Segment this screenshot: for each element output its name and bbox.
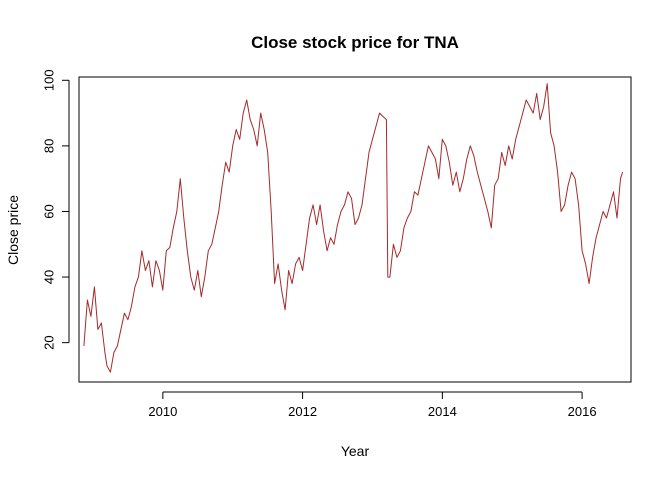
x-axis: 2010 2012 2014 2016	[148, 391, 597, 419]
y-tick-label: 100	[41, 69, 56, 91]
x-axis-label: Year	[341, 443, 370, 459]
x-tick-label: 2014	[428, 404, 457, 419]
chart-title: Close stock price for TNA	[251, 33, 459, 52]
y-tick-label: 60	[41, 204, 56, 218]
y-tick-label: 20	[41, 335, 56, 349]
series-group	[83, 83, 624, 373]
x-tick-label: 2016	[568, 404, 597, 419]
y-tick-label: 80	[41, 139, 56, 153]
plot-frame	[78, 76, 632, 383]
y-axis: 20 40 60 80 100	[41, 69, 70, 350]
x-tick-label: 2012	[288, 404, 317, 419]
y-axis-label: Close price	[5, 195, 21, 265]
x-tick-label: 2010	[148, 404, 177, 419]
y-tick-label: 40	[41, 270, 56, 284]
price-line	[83, 83, 624, 373]
